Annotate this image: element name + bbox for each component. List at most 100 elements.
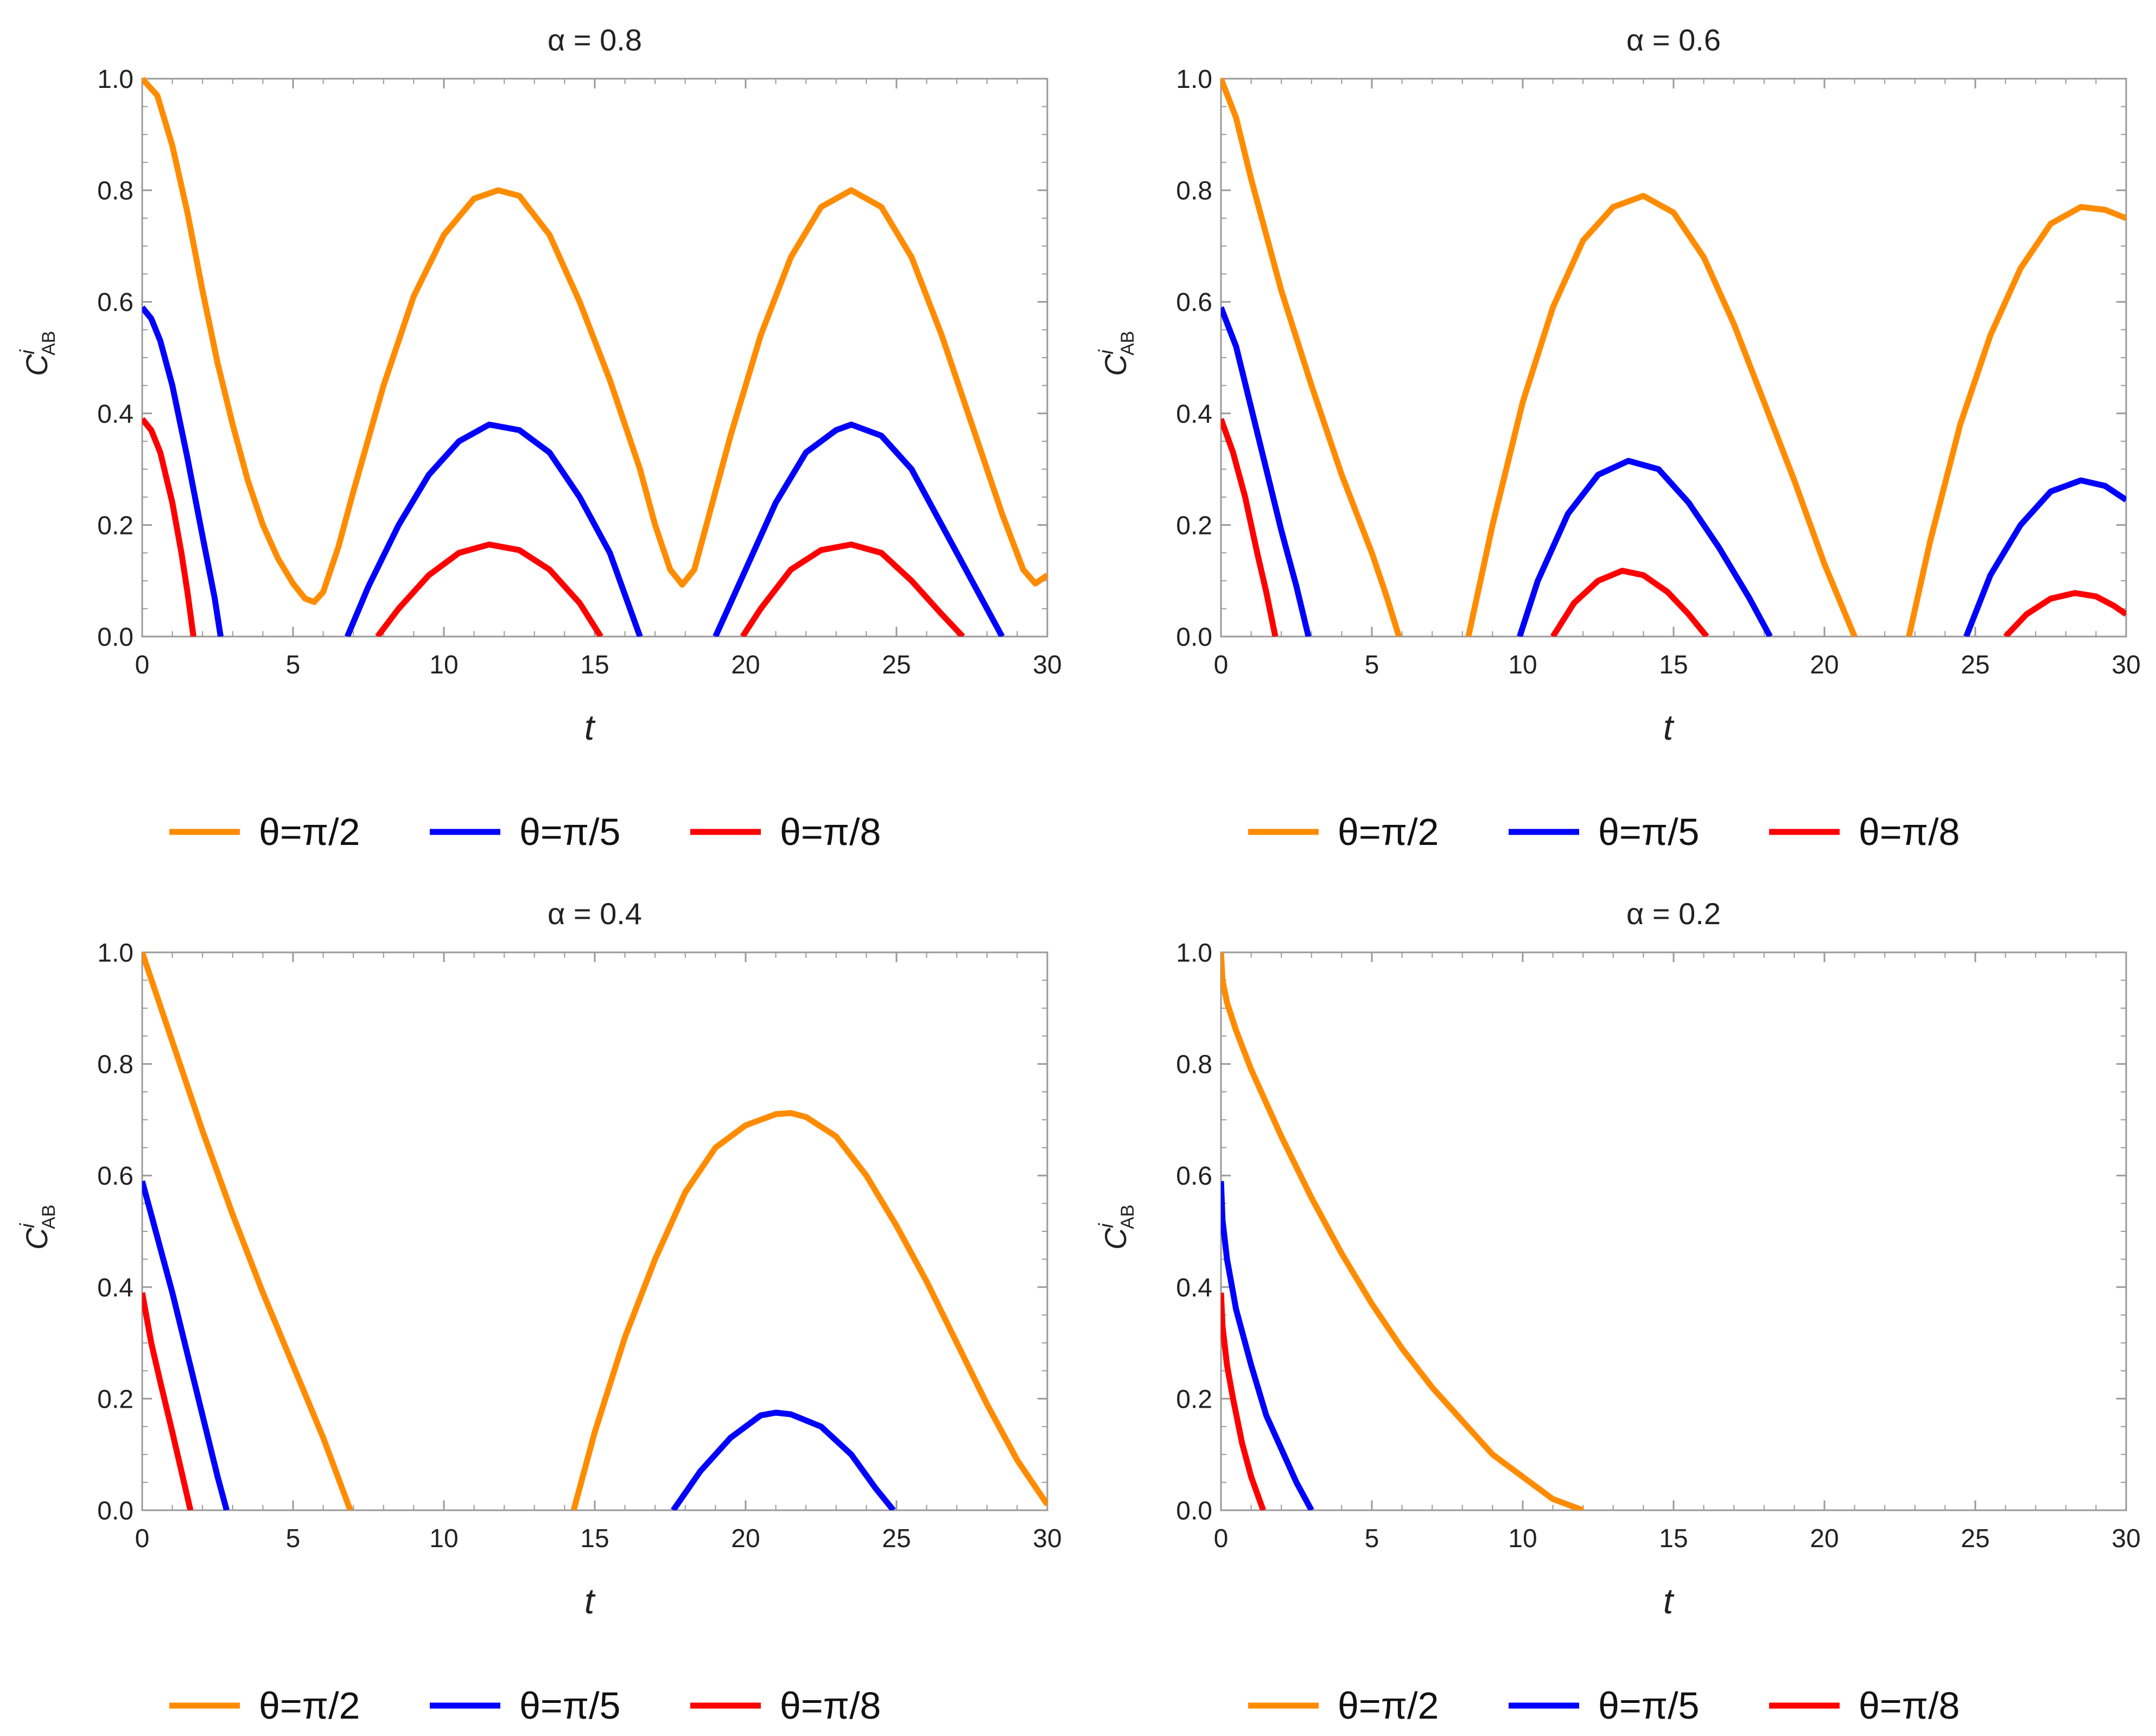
y-axis-label: Ci AB: [16, 1205, 59, 1250]
x-tick-label: 30: [2112, 1524, 2140, 1553]
x-tick-label: 20: [731, 1524, 760, 1553]
series-line-2-seg-1: [1221, 1181, 1314, 1510]
y-tick-label: 0.8: [97, 177, 133, 206]
x-tick-label: 30: [1033, 1524, 1061, 1553]
y-tick-label: 0.4: [97, 400, 133, 429]
x-tick-label: 5: [1365, 1524, 1379, 1553]
x-tick-label: 20: [1810, 1524, 1839, 1553]
series-line-2-seg-1: [142, 1180, 230, 1510]
series-line-1-seg-2: [1465, 193, 1858, 637]
series-line-2-seg-2: [671, 1409, 896, 1510]
panel-1: α = 0.8 0 5 10 15 20 25 30 0.0 0.2 0.4 0.6 0.8 1.0 t Ci…: [16, 23, 1062, 853]
series-line-2-seg-1: [142, 306, 224, 637]
y-tick-label: 0.6: [97, 1162, 133, 1191]
x-tick-label: 5: [1365, 651, 1379, 679]
x-tick-label: 5: [286, 651, 301, 679]
series-line-3-seg-1: [142, 417, 196, 637]
x-tick-label: 10: [429, 1524, 458, 1553]
x-tick-label: 25: [882, 1524, 911, 1553]
y-tick-label: 0.4: [97, 1274, 133, 1302]
x-tick-label: 15: [580, 1524, 609, 1553]
legend-label-2: θ=π/5: [519, 811, 620, 853]
legend-label-1: θ=π/2: [1338, 811, 1439, 853]
series-line-2-seg-3: [713, 421, 1005, 637]
series-line-3-seg-3: [2003, 590, 2126, 637]
y-tick-label: 0.0: [97, 623, 133, 652]
y-axis-label-sub: AB: [39, 331, 59, 355]
series-line-2-seg-2: [345, 421, 643, 637]
series-line-1-seg-2: [570, 1110, 1047, 1510]
x-tick-label: 15: [1659, 1524, 1688, 1553]
series-line-1-seg-1: [1221, 952, 1585, 1510]
y-tick-label: 1.0: [1176, 65, 1212, 94]
x-tick-label: 0: [1214, 651, 1229, 679]
y-tick-label: 0.4: [1176, 1274, 1212, 1302]
y-tick-label: 0.8: [1176, 1051, 1212, 1079]
y-axis-label-base: C: [1098, 354, 1133, 376]
y-axis-label-sub: AB: [39, 1205, 59, 1229]
y-tick-label: 1.0: [1176, 939, 1212, 968]
plot-frame: [1220, 78, 2127, 638]
y-axis-label: Ci AB: [1095, 1205, 1138, 1250]
series-line-2-seg-2: [1517, 457, 1773, 637]
x-tick-label: 25: [1961, 651, 1989, 679]
y-tick-label: 0.0: [97, 1497, 133, 1525]
y-tick-label: 0.8: [1176, 177, 1212, 206]
panel-2: α = 0.6 0 5 10 15 20 25 30 0.0 0.2 0.4 0.6 0.8 1.0 t Ci…: [1095, 23, 2141, 853]
y-tick-label: 0.6: [97, 288, 133, 317]
panel-title: α = 0.8: [548, 23, 642, 57]
panel-title: α = 0.4: [548, 896, 642, 931]
legend-label-1: θ=π/2: [259, 1684, 360, 1727]
series-line-1-seg-1: [142, 951, 353, 1510]
x-tick-label: 20: [1810, 651, 1839, 679]
x-tick-label: 10: [1508, 1524, 1537, 1553]
y-tick-label: 0.6: [1176, 288, 1212, 317]
y-axis-label-sup: i: [16, 1223, 39, 1228]
y-axis-label: Ci AB: [1095, 331, 1138, 376]
panel-4: α = 0.2 0 5 10 15 20 25 30 0.0 0.2 0.4 0.6 0.8 1.0 t Ci…: [1095, 896, 2141, 1727]
x-tick-label: 25: [882, 651, 911, 679]
y-axis-label-base: C: [20, 1228, 54, 1250]
panel-title: α = 0.6: [1626, 23, 1721, 57]
legend-label-1: θ=π/2: [259, 811, 360, 853]
y-axis-label-base: C: [1098, 1228, 1133, 1250]
legend-label-1: θ=π/2: [1338, 1684, 1439, 1727]
series-line-1-seg-1: [1221, 78, 1402, 637]
x-axis-label: t: [1663, 1581, 1675, 1621]
panel-title: α = 0.2: [1626, 896, 1721, 931]
x-tick-label: 0: [1214, 1524, 1229, 1553]
series-line-2-seg-3: [1963, 477, 2126, 637]
x-tick-label: 0: [135, 651, 150, 679]
x-tick-label: 10: [429, 651, 458, 679]
y-tick-label: 1.0: [97, 939, 133, 968]
legend-label-3: θ=π/8: [780, 811, 881, 853]
y-axis-label-sup: i: [1095, 1223, 1118, 1228]
series-line-3-seg-1: [1221, 1292, 1266, 1510]
legend-label-2: θ=π/5: [1598, 811, 1699, 853]
y-axis-label-base: C: [20, 354, 54, 376]
x-tick-label: 25: [1961, 1524, 1989, 1553]
legend-label-2: θ=π/5: [519, 1684, 620, 1727]
y-tick-label: 1.0: [97, 65, 133, 94]
legend-label-2: θ=π/5: [1598, 1684, 1699, 1727]
series-line-2-seg-1: [1221, 306, 1312, 637]
x-axis-label: t: [584, 1581, 596, 1621]
y-axis-label-sub: AB: [1117, 1205, 1138, 1229]
y-axis-label-sup: i: [16, 349, 39, 354]
series-line-3-seg-1: [1221, 418, 1279, 637]
y-axis-label-sub: AB: [1117, 331, 1138, 355]
series-line-3-seg-1: [142, 1292, 194, 1510]
y-tick-label: 0.4: [1176, 400, 1212, 429]
legend-label-3: θ=π/8: [780, 1684, 881, 1727]
x-tick-label: 10: [1508, 651, 1537, 679]
x-axis-label: t: [584, 707, 596, 747]
series-line-3-seg-3: [740, 541, 965, 637]
series-line-3-seg-2: [1550, 568, 1709, 637]
y-tick-label: 0.2: [97, 1385, 133, 1414]
plot-frame: [1220, 951, 2127, 1511]
x-tick-label: 0: [135, 1524, 150, 1553]
y-tick-label: 0.2: [97, 511, 133, 540]
x-tick-label: 15: [1659, 651, 1688, 679]
x-axis-label: t: [1663, 707, 1675, 747]
